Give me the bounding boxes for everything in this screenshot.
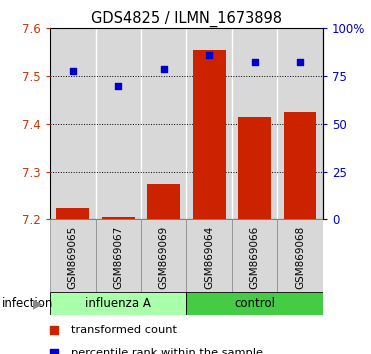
Bar <box>187 28 232 219</box>
Bar <box>50 28 96 219</box>
Title: GDS4825 / ILMN_1673898: GDS4825 / ILMN_1673898 <box>91 11 282 27</box>
Point <box>161 66 167 72</box>
Point <box>70 68 76 74</box>
Point <box>115 83 121 88</box>
Point <box>51 327 57 332</box>
Bar <box>278 219 323 292</box>
Text: GSM869066: GSM869066 <box>250 225 260 289</box>
Text: transformed count: transformed count <box>70 325 177 335</box>
Bar <box>96 28 141 219</box>
Bar <box>187 219 232 292</box>
Text: GSM869064: GSM869064 <box>204 225 214 289</box>
Point <box>297 59 303 64</box>
Text: influenza A: influenza A <box>85 297 151 310</box>
Bar <box>96 219 141 292</box>
Text: GSM869068: GSM869068 <box>295 225 305 289</box>
Text: control: control <box>234 297 275 310</box>
Bar <box>56 207 89 219</box>
Text: percentile rank within the sample: percentile rank within the sample <box>70 348 263 354</box>
Point <box>252 59 257 64</box>
Bar <box>232 28 278 219</box>
Point <box>206 52 212 57</box>
Bar <box>193 50 226 219</box>
Bar <box>147 184 180 219</box>
Text: GSM869067: GSM869067 <box>113 225 123 289</box>
Bar <box>141 219 187 292</box>
Bar <box>50 219 96 292</box>
Bar <box>232 219 278 292</box>
Bar <box>284 112 316 219</box>
Bar <box>238 117 271 219</box>
Text: ▶: ▶ <box>33 297 43 310</box>
Bar <box>50 292 187 315</box>
Bar <box>141 28 187 219</box>
Text: GSM869069: GSM869069 <box>159 225 169 289</box>
Point <box>51 350 57 354</box>
Bar <box>187 292 323 315</box>
Text: GSM869065: GSM869065 <box>68 225 78 289</box>
Bar <box>102 217 135 219</box>
Text: infection: infection <box>2 297 53 310</box>
Bar <box>278 28 323 219</box>
